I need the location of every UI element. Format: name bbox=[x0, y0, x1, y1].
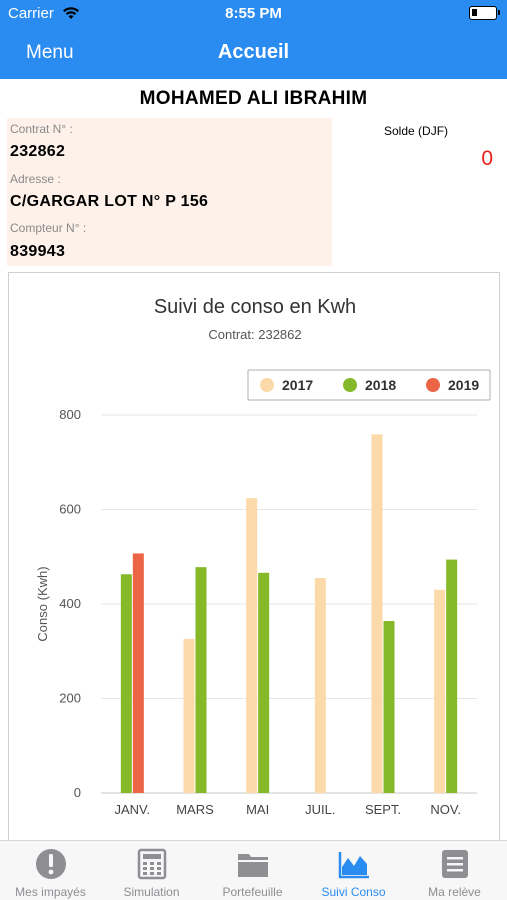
contract-info-card: Contrat N° : 232862 Adresse : C/GARGAR L… bbox=[7, 118, 332, 266]
address-label: Adresse : bbox=[10, 172, 61, 186]
bar-2018-janv[interactable] bbox=[120, 574, 132, 793]
balance-value: 0 bbox=[481, 147, 493, 170]
meter-number-label: Compteur N° : bbox=[10, 221, 87, 235]
bar-2017-mars[interactable] bbox=[183, 638, 195, 793]
tab-label: Simulation bbox=[123, 885, 180, 899]
legend-marker-2018 bbox=[343, 378, 357, 392]
document-icon bbox=[442, 850, 468, 878]
chart-gridlines bbox=[101, 414, 477, 794]
balance-label: Solde (DJF) bbox=[384, 124, 449, 138]
legend-marker-2017 bbox=[260, 378, 274, 392]
customer-name: MOHAMED ALI IBRAHIM bbox=[139, 88, 368, 109]
bar-2017-juil[interactable] bbox=[314, 578, 326, 793]
legend-box bbox=[247, 369, 491, 401]
status-bar: Carrier 8:55 PM bbox=[0, 0, 507, 28]
meter-number-value: 839943 bbox=[10, 243, 66, 260]
tab-simulation[interactable]: Simulation bbox=[101, 841, 202, 900]
tab-label: Portefeuille bbox=[222, 885, 283, 899]
bar-2018-nov[interactable] bbox=[446, 559, 458, 793]
alert-icon bbox=[36, 849, 66, 879]
address-value: C/GARGAR LOT N° P 156 bbox=[10, 193, 209, 210]
x-tick-label: JUIL. bbox=[305, 802, 335, 817]
tab-portefeuille[interactable]: Portefeuille bbox=[202, 841, 303, 900]
y-tick-label: 0 bbox=[74, 785, 81, 800]
chart-legend[interactable]: 2017 2018 2019 bbox=[247, 369, 491, 401]
area-chart-icon bbox=[338, 852, 369, 879]
contract-number-value: 232862 bbox=[10, 143, 66, 160]
chart-bars bbox=[120, 434, 458, 793]
bar-2018-mars[interactable] bbox=[195, 567, 207, 793]
tab-label: Mes impayés bbox=[15, 885, 86, 899]
navigation-bar: Menu Accueil bbox=[0, 28, 507, 79]
folder-icon bbox=[238, 854, 268, 877]
tab-label: Ma relève bbox=[428, 885, 481, 899]
bar-2018-mai[interactable] bbox=[258, 572, 270, 793]
tab-suivi-conso[interactable]: Suivi Conso bbox=[303, 841, 404, 900]
y-tick-label: 800 bbox=[59, 407, 81, 422]
legend-label-2017[interactable]: 2017 bbox=[282, 377, 313, 393]
menu-button[interactable]: Menu bbox=[26, 42, 74, 63]
chart-subtitle: Contrat: 232862 bbox=[208, 327, 301, 342]
y-tick-label: 200 bbox=[59, 691, 81, 706]
wifi-icon bbox=[63, 7, 79, 19]
battery-icon bbox=[469, 6, 500, 20]
y-axis-title: Conso (Kwh) bbox=[35, 566, 50, 641]
legend-label-2019[interactable]: 2019 bbox=[448, 377, 479, 393]
bar-2017-nov[interactable] bbox=[434, 589, 446, 793]
x-tick-label: SEPT. bbox=[365, 802, 401, 817]
chart-title: Suivi de conso en Kwh bbox=[154, 296, 356, 318]
x-tick-label: NOV. bbox=[430, 802, 461, 817]
page-title: Accueil bbox=[217, 41, 290, 63]
chart-axes: 0 200 400 600 800 Conso (Kwh) JANV. MARS MAI JUIL… bbox=[35, 407, 461, 817]
bar-2019-janv[interactable] bbox=[132, 553, 144, 793]
tab-ma-releve[interactable]: Ma relève bbox=[404, 841, 505, 900]
legend-marker-2019 bbox=[426, 378, 440, 392]
contract-number-label: Contrat N° : bbox=[10, 122, 73, 136]
consumption-chart-card: Suivi de conso en Kwh Contrat: 232862 0 2… bbox=[8, 272, 500, 842]
consumption-chart: Suivi de conso en Kwh Contrat: 232862 0 2… bbox=[35, 296, 491, 817]
carrier-label: Carrier bbox=[8, 5, 54, 22]
calculator-icon bbox=[137, 848, 167, 880]
tab-label: Suivi Conso bbox=[321, 885, 386, 899]
bar-2017-mai[interactable] bbox=[246, 498, 258, 793]
tab-bar: Mes impayés Simulation Portefeuille Suiv… bbox=[0, 840, 507, 900]
legend-label-2018[interactable]: 2018 bbox=[365, 377, 396, 393]
bar-2018-sept[interactable] bbox=[383, 621, 395, 793]
x-tick-label: MARS bbox=[176, 802, 214, 817]
x-tick-label: MAI bbox=[246, 802, 269, 817]
y-tick-label: 400 bbox=[59, 596, 81, 611]
status-time: 8:55 PM bbox=[225, 5, 282, 22]
tab-mes-impayes[interactable]: Mes impayés bbox=[0, 841, 101, 900]
bar-2017-sept[interactable] bbox=[371, 434, 383, 793]
x-tick-label: JANV. bbox=[115, 802, 151, 817]
y-tick-label: 600 bbox=[59, 502, 81, 517]
